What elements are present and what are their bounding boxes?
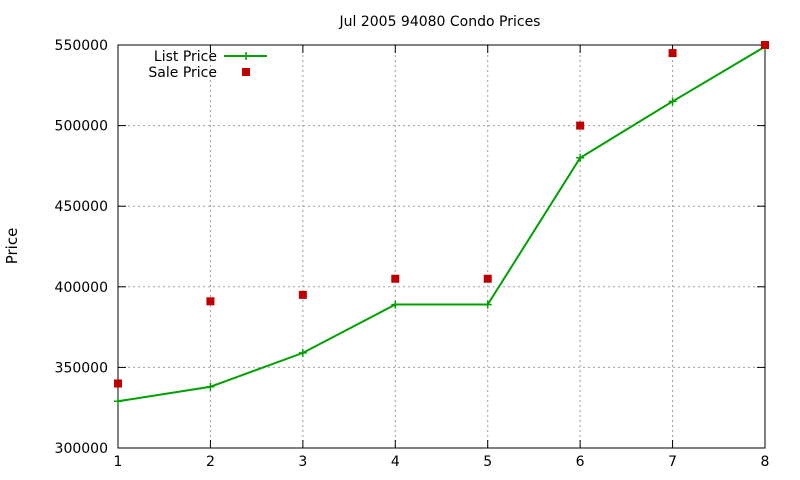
sale-price-point bbox=[576, 121, 585, 130]
list-price-line bbox=[117, 45, 766, 403]
axis-ticks: 300000 350000 400000 450000 500000 550000 1 2 3 4… bbox=[55, 38, 770, 470]
x-tick-label: 5 bbox=[483, 454, 492, 470]
y-tick-label: 400000 bbox=[55, 280, 108, 296]
list-price-point bbox=[668, 97, 677, 106]
grid-lines bbox=[118, 45, 765, 448]
y-tick-label: 350000 bbox=[55, 360, 108, 376]
x-tick-label: 1 bbox=[114, 454, 123, 470]
sale-price-point bbox=[298, 290, 307, 299]
x-tick-label: 3 bbox=[298, 454, 307, 470]
legend-square-swatch bbox=[242, 68, 250, 76]
x-tick-label: 8 bbox=[761, 454, 770, 470]
list-price-point bbox=[298, 348, 307, 357]
x-tick-label: 4 bbox=[391, 454, 400, 470]
y-tick-label: 550000 bbox=[55, 38, 108, 54]
y-tick-label: 500000 bbox=[55, 119, 108, 135]
list-price-point bbox=[391, 300, 400, 309]
series-list-price bbox=[114, 42, 769, 406]
y-axis-label: Price bbox=[3, 228, 21, 265]
y-tick-label: 300000 bbox=[55, 441, 108, 457]
legend-label: List Price bbox=[154, 49, 217, 65]
list-price-point bbox=[483, 300, 492, 309]
chart-title: Jul 2005 94080 Condo Prices bbox=[339, 14, 541, 30]
sale-price-point bbox=[206, 297, 215, 306]
sale-price-point bbox=[668, 49, 677, 58]
legend-label: Sale Price bbox=[148, 65, 217, 81]
x-tick-label: 2 bbox=[206, 454, 215, 470]
sale-price-point bbox=[483, 274, 492, 283]
plot-frame bbox=[117, 44, 766, 449]
sale-price-point bbox=[114, 379, 122, 388]
y-tick-label: 450000 bbox=[55, 199, 108, 215]
list-price-point bbox=[114, 397, 122, 406]
sale-price-point bbox=[391, 274, 400, 283]
list-price-point bbox=[206, 382, 215, 391]
x-tick-label: 7 bbox=[668, 454, 677, 470]
x-tick-label: 6 bbox=[576, 454, 585, 470]
series-layer bbox=[114, 41, 769, 406]
sale-price-point bbox=[761, 41, 769, 49]
legend-plus-swatch bbox=[242, 52, 250, 60]
series-sale-price bbox=[114, 41, 769, 388]
list-price-point bbox=[576, 153, 585, 162]
